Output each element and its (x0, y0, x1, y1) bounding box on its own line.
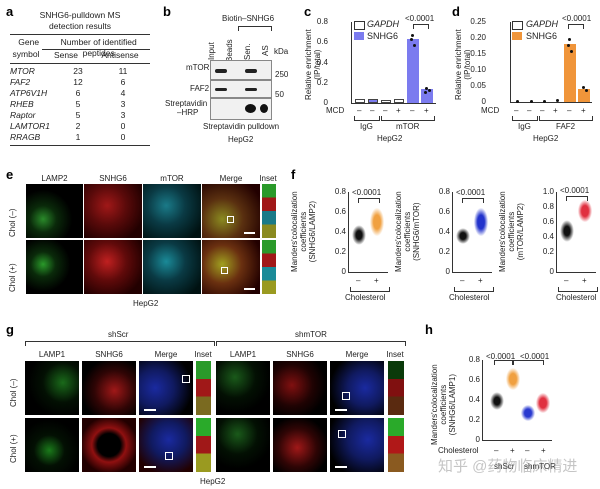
e-inset-chol-plus (262, 240, 276, 294)
blot-faf2 (210, 80, 272, 98)
table-row: ATP6V1H 6 4 (10, 88, 126, 98)
d-bar-snhg6-faf2-minus (564, 44, 576, 102)
panel-label-h: h (425, 322, 433, 337)
row-label-faf2: FAF2 (190, 84, 210, 93)
legend-snhg6-swatch (354, 32, 364, 40)
header-antisense: Antisense (101, 50, 139, 60)
table-title-1: SNHG6-pulldown MS (39, 10, 121, 20)
e-lamp2-chol-plus (26, 240, 83, 294)
lane-antisense: AS (261, 45, 270, 56)
row-label-streptavidin: Streptavidin (165, 99, 208, 108)
d-pvalue: <0.0001 (562, 14, 592, 23)
marker-50: 50 (275, 90, 284, 99)
panel-label-f: f (291, 167, 296, 182)
cell-line-d: HepG2 (533, 134, 559, 143)
blot-mtor (210, 60, 272, 80)
table-row: RRAGB 1 0 (10, 132, 126, 142)
cell-line-b: HepG2 (228, 135, 254, 144)
panel-label-g: g (6, 322, 14, 337)
header-peptides: Number of identified peptides (60, 37, 137, 58)
lane-beads: Beads (225, 39, 234, 62)
e-inset-chol-minus (262, 184, 276, 238)
biotin-snhg6-label: Biotin–SNHG6 (222, 14, 275, 23)
c-bar-snhg6-mtor-minus (407, 39, 419, 103)
panel-label-c: c (304, 4, 312, 19)
cell-line-e: HepG2 (133, 299, 159, 308)
header-gene-2: symbol (12, 49, 40, 59)
table-row: Raptor 5 3 (10, 110, 126, 120)
table-row: LAMTOR1 2 0 (10, 121, 126, 131)
e-lamp2-chol-minus (26, 184, 83, 238)
watermark: 知乎 @药物临床精进 (438, 458, 578, 475)
d-bar-snhg6-faf2-plus (578, 89, 590, 102)
legend-gapdh-swatch (354, 21, 365, 30)
lane-sense: Sen. (243, 43, 252, 60)
table-row: FAF2 12 6 (10, 77, 126, 87)
e-snhg6-chol-plus (84, 240, 142, 294)
header-gene-1: Gene (18, 37, 40, 47)
peptide-table: SNHG6-pulldown MS detection results Gene… (10, 10, 150, 148)
c-bar-snhg6-mtor-plus (421, 89, 433, 103)
e-mtor-chol-plus (143, 240, 201, 294)
panel-label-b: b (163, 4, 171, 19)
c-pvalue: <0.0001 (405, 14, 435, 23)
panel-label-d: d (452, 4, 460, 19)
table-title-2: detection results (49, 21, 111, 31)
e-merge-chol-minus (202, 184, 260, 238)
row-label-hrp: –HRP (177, 108, 199, 117)
c-mcd-label: MCD (326, 106, 345, 115)
footer-streptavidin-pulldown: Streptavidin pulldown (203, 122, 280, 131)
e-merge-chol-plus (202, 240, 260, 294)
table-row: RHEB 5 3 (10, 99, 126, 109)
blot-streptavidin (210, 98, 272, 120)
row-label-mtor: mTOR (186, 63, 210, 72)
lane-input: Input (207, 42, 216, 60)
panel-label-e: e (6, 167, 14, 182)
legend-gapdh: GAPDH (367, 19, 400, 29)
header-sense: Sense (53, 50, 79, 60)
legend-snhg6: SNHG6 (367, 31, 399, 41)
kda-label: kDa (274, 47, 289, 56)
marker-250: 250 (275, 70, 289, 79)
e-snhg6-chol-minus (84, 184, 142, 238)
cell-line-g: HepG2 (200, 477, 226, 486)
panel-label-a: a (6, 4, 14, 19)
e-mtor-chol-minus (143, 184, 201, 238)
table-row: MTOR 23 11 (10, 66, 128, 76)
cell-line-c: HepG2 (377, 134, 403, 143)
